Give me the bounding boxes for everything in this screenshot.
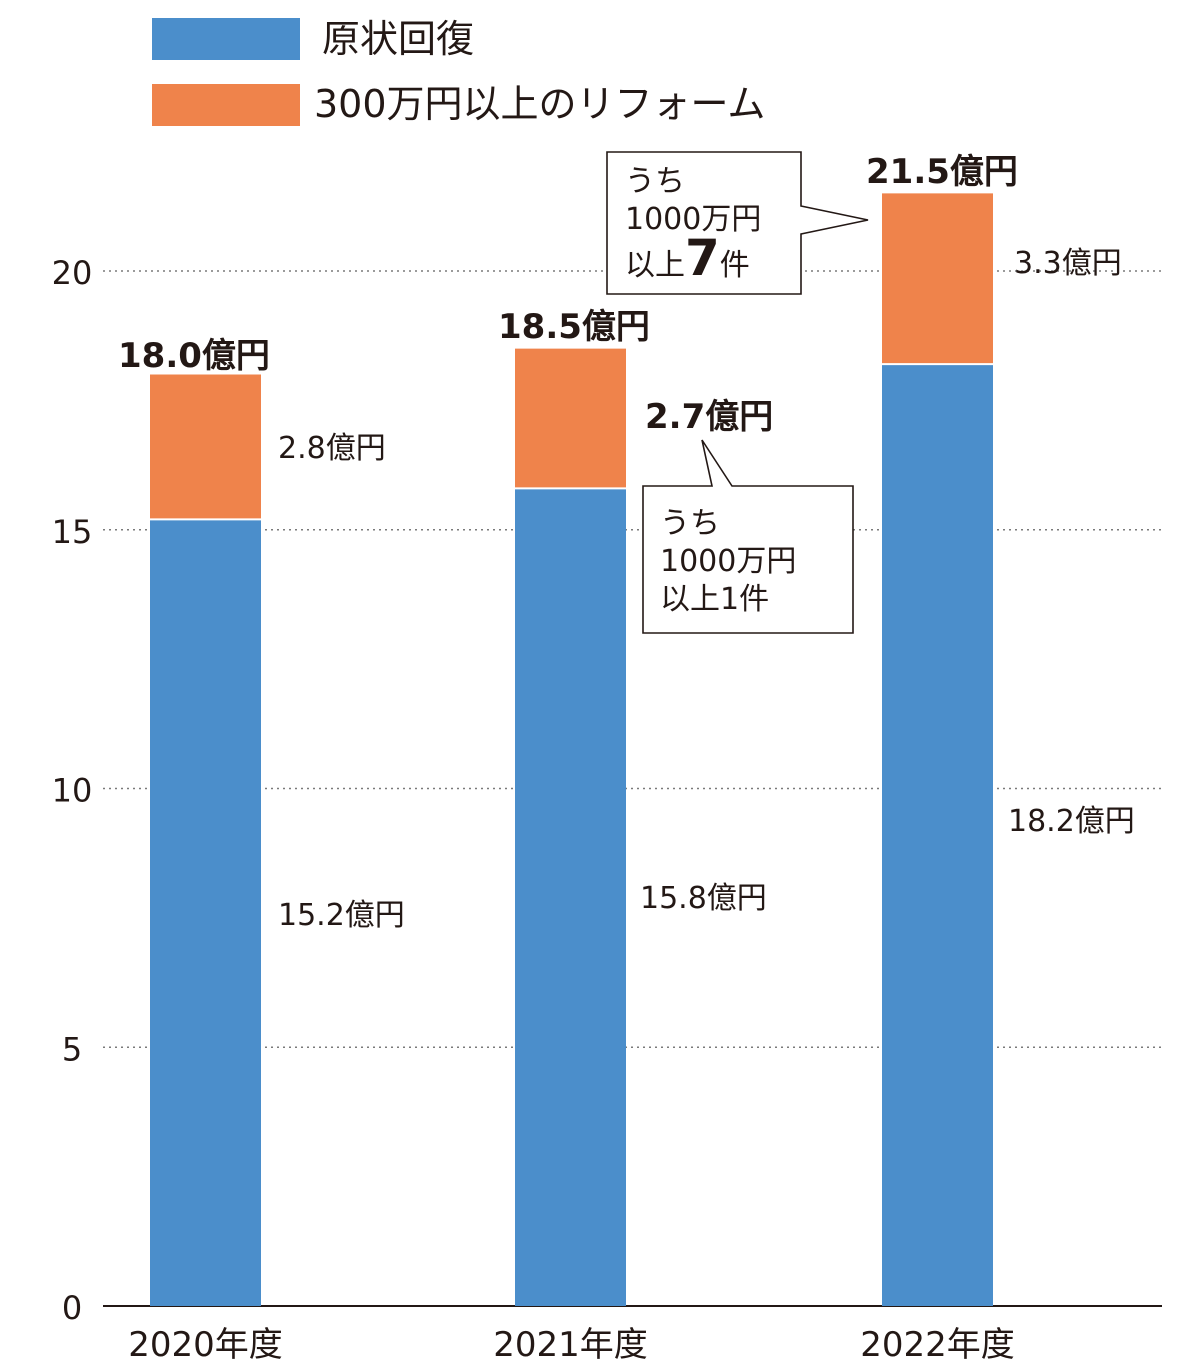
y-tick-label-15: 15 <box>52 513 93 551</box>
y-tick-label-20: 20 <box>52 254 93 292</box>
total-label-2020年度: 18.0億円 <box>118 336 270 376</box>
callout-2022-line2: 1000万円 <box>625 202 762 237</box>
bars <box>150 193 993 1307</box>
legend-swatch-reform <box>152 84 300 126</box>
callout-2021-line2: 1000万円 <box>660 544 797 579</box>
callout-2021-text: うち 1000万円 以上1件 <box>660 505 796 619</box>
y-tick-label-5: 5 <box>62 1030 82 1068</box>
legend-label-reform: 300万円以上のリフォーム <box>314 82 766 126</box>
x-tick-label-2021年度: 2021年度 <box>493 1325 648 1365</box>
legend-label-restoration: 原状回復 <box>322 17 475 61</box>
callout-2022-box <box>606 151 869 295</box>
bar-2022年度-reform <box>882 193 993 365</box>
callout-2022-prefix: 以上 <box>625 248 685 283</box>
callout-2022-count: 7 <box>685 229 720 287</box>
bar-2020年度-reform <box>150 374 261 520</box>
gridlines <box>103 270 1162 1307</box>
legend-swatch-restoration <box>152 18 300 60</box>
x-tick-label-2020年度: 2020年度 <box>128 1325 283 1365</box>
value-label-2022年度-reform: 3.3億円 <box>1014 246 1122 281</box>
value-label-2022年度-restoration: 18.2億円 <box>1008 804 1135 839</box>
labels: 0 5 10 15 20 2020年度 2021年度 2022年度 15.2億円 2.8億円 15.… <box>52 152 1135 1365</box>
callout-2021-line1: うち <box>660 506 720 541</box>
callout-2021-line3: 以上1件 <box>660 581 796 619</box>
value-label-2021年度-restoration: 15.8億円 <box>640 881 767 916</box>
x-tick-label-2022年度: 2022年度 <box>860 1325 1015 1365</box>
callout-2021-count: 1 <box>720 582 740 617</box>
total-label-2022年度: 21.5億円 <box>866 152 1018 192</box>
callout-2022-suffix: 件 <box>719 248 750 283</box>
y-tick-label-0: 0 <box>62 1289 82 1327</box>
callout-2022-line1: うち <box>625 164 685 199</box>
callout-2021-suffix: 件 <box>739 582 770 617</box>
value-label-2021年度-reform: 2.7億円 <box>645 397 773 437</box>
callout-2022-text: うち 1000万円 以上7件 <box>625 163 761 285</box>
value-label-2020年度-reform: 2.8億円 <box>278 431 386 466</box>
value-label-2020年度-restoration: 15.2億円 <box>278 898 405 933</box>
callout-2022-line3: 以上7件 <box>625 233 761 285</box>
callout-2021-prefix: 以上 <box>660 582 720 617</box>
total-label-2021年度: 18.5億円 <box>498 307 650 347</box>
y-tick-label-10: 10 <box>52 772 93 810</box>
callout-2021-box <box>642 439 854 634</box>
callout-boxes <box>606 151 869 634</box>
bar-2021年度-reform <box>515 348 626 489</box>
bar-2022年度-restoration <box>882 364 993 1306</box>
bar-2021年度-restoration <box>515 488 626 1307</box>
bar-2020年度-restoration <box>150 519 261 1306</box>
